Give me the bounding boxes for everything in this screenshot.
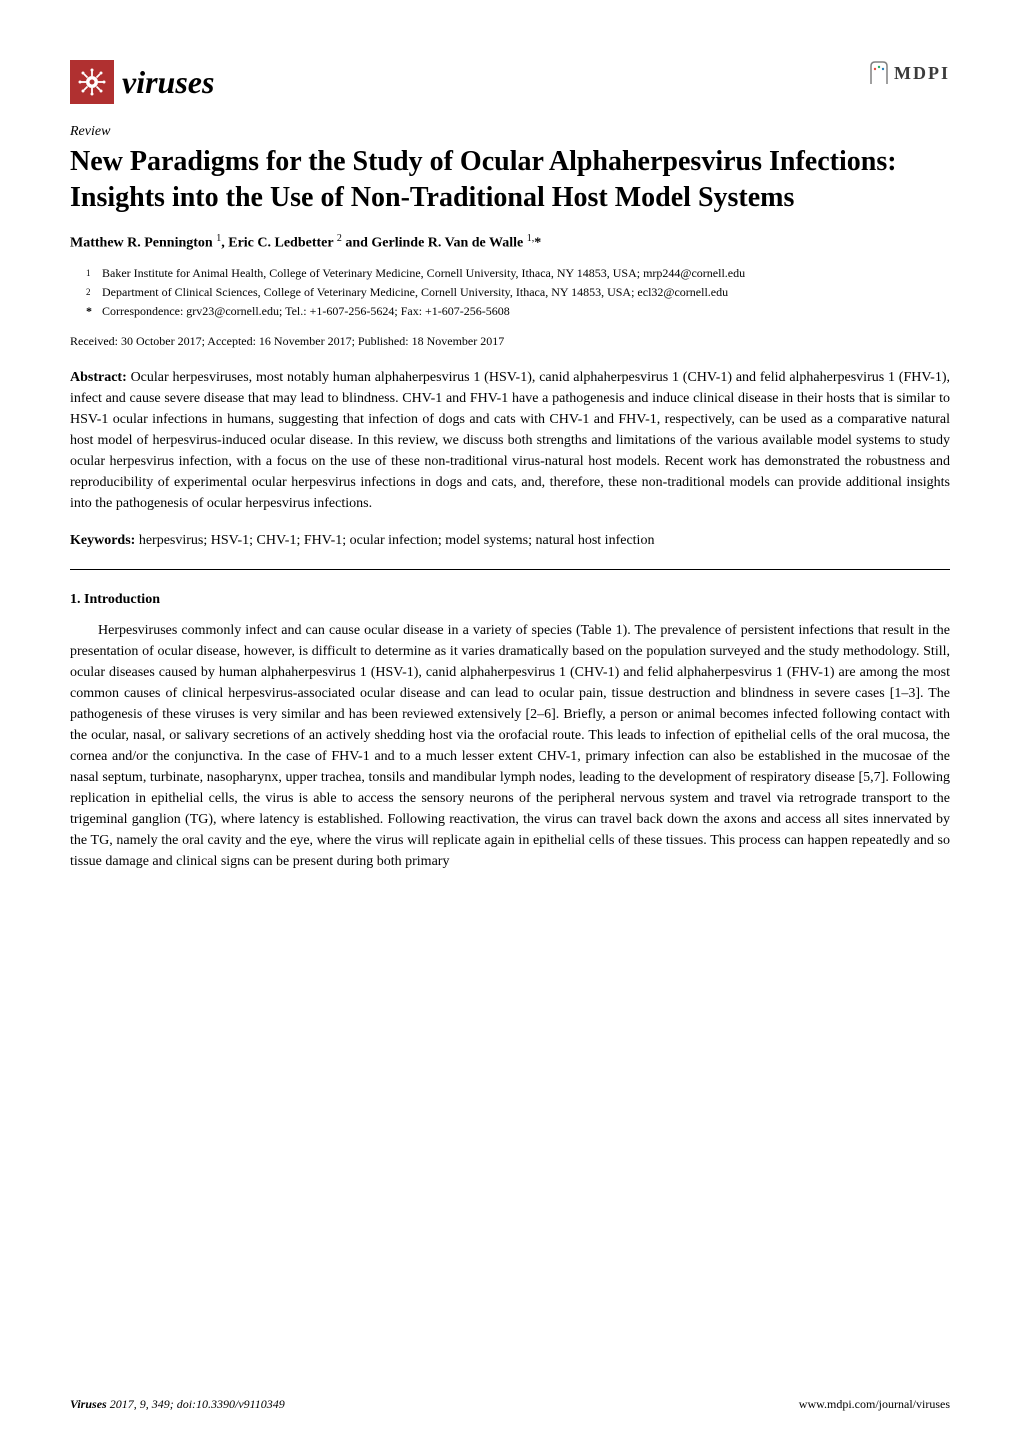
mdpi-icon [868, 60, 890, 86]
journal-logo: viruses [70, 60, 214, 104]
abstract-text: Ocular herpesviruses, most notably human… [70, 370, 950, 511]
viruses-logo-icon [70, 60, 114, 104]
affiliation-item: 2 Department of Clinical Sciences, Colle… [86, 284, 950, 301]
footer-doi: doi:10.3390/v9110349 [177, 1397, 285, 1411]
authors-line: Matthew R. Pennington 1, Eric C. Ledbett… [70, 233, 950, 252]
keywords-block: Keywords: herpesvirus; HSV-1; CHV-1; FHV… [70, 530, 950, 551]
abstract-block: Abstract: Ocular herpesviruses, most not… [70, 367, 950, 514]
article-title: New Paradigms for the Study of Ocular Al… [70, 144, 950, 217]
journal-logo-text: viruses [122, 64, 214, 101]
keywords-text: herpesvirus; HSV-1; CHV-1; FHV-1; ocular… [135, 533, 654, 548]
header-row: viruses MDPI [70, 60, 950, 104]
affiliation-item: * Correspondence: grv23@cornell.edu; Tel… [86, 303, 950, 320]
publisher-logo-text: MDPI [894, 63, 950, 84]
affiliation-text: Department of Clinical Sciences, College… [102, 284, 728, 301]
footer-citation: Viruses 2017, 9, 349; doi:10.3390/v91103… [70, 1397, 285, 1412]
publisher-logo: MDPI [868, 60, 950, 86]
footer-journal: Viruses [70, 1397, 107, 1411]
affiliation-marker: 2 [86, 284, 96, 301]
article-dates: Received: 30 October 2017; Accepted: 16 … [70, 334, 950, 349]
keywords-label: Keywords: [70, 533, 135, 548]
affiliation-text: Correspondence: grv23@cornell.edu; Tel.:… [102, 303, 510, 320]
affiliation-text: Baker Institute for Animal Health, Colle… [102, 265, 745, 282]
footer-article-num: 349 [152, 1397, 170, 1411]
footer-volume: 9 [140, 1397, 146, 1411]
abstract-label: Abstract: [70, 370, 127, 385]
affiliation-marker: 1 [86, 265, 96, 282]
footer-url: www.mdpi.com/journal/viruses [799, 1397, 950, 1412]
page-footer: Viruses 2017, 9, 349; doi:10.3390/v91103… [70, 1397, 950, 1412]
section-heading: 1. Introduction [70, 592, 950, 608]
footer-year: 2017 [110, 1397, 134, 1411]
affiliations-block: 1 Baker Institute for Animal Health, Col… [70, 265, 950, 319]
section-divider [70, 569, 950, 570]
affiliation-marker: * [86, 303, 96, 320]
article-type-label: Review [70, 124, 950, 140]
introduction-body: Herpesviruses commonly infect and can ca… [70, 620, 950, 872]
affiliation-item: 1 Baker Institute for Animal Health, Col… [86, 265, 950, 282]
